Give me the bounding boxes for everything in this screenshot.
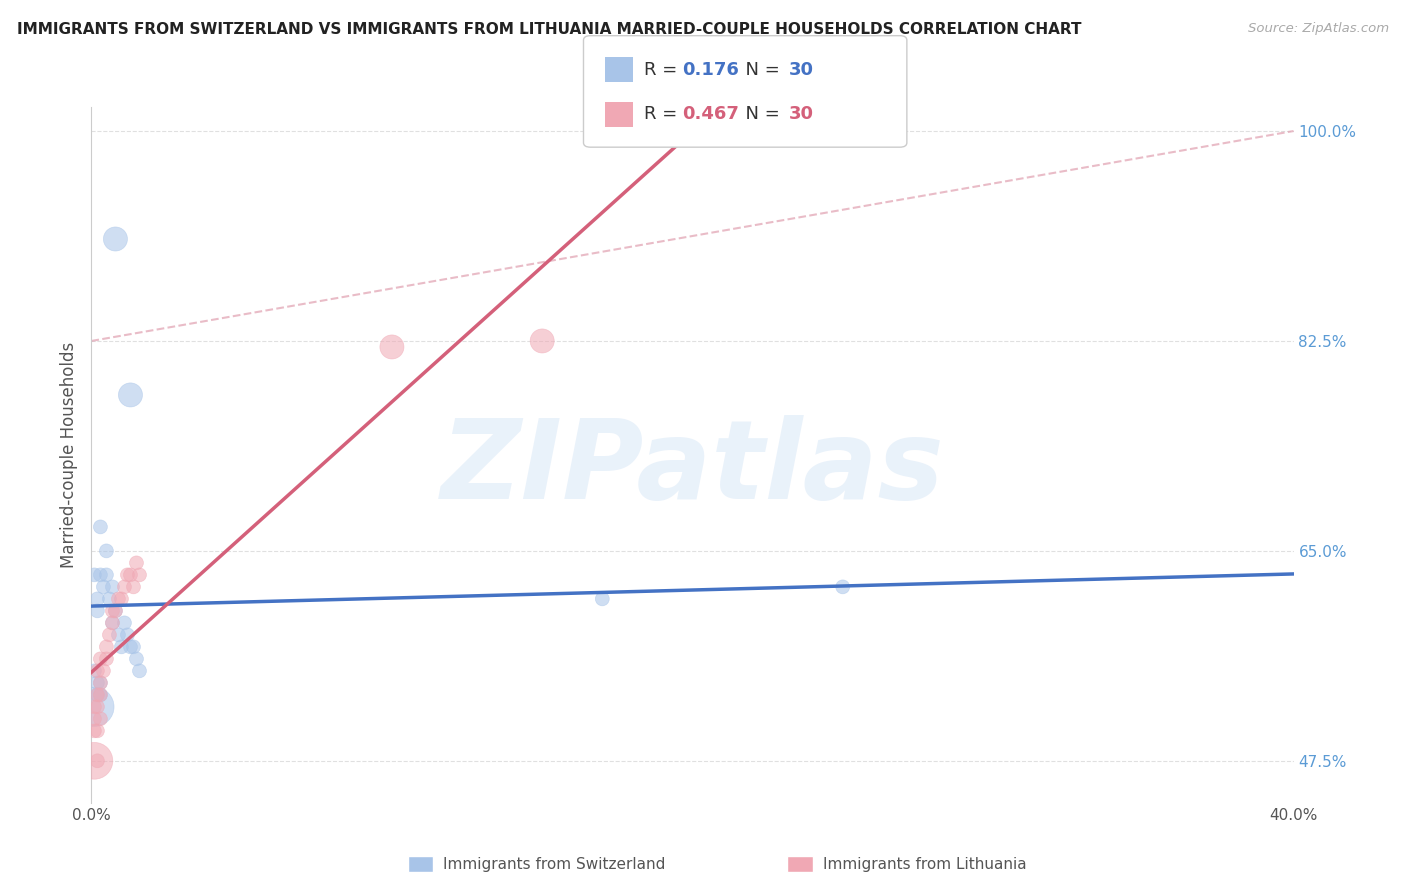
- Point: [104, 604, 127, 618]
- Point: [89, 676, 111, 690]
- Point: [128, 567, 150, 582]
- Text: 30: 30: [789, 61, 814, 78]
- Point: [120, 388, 142, 402]
- Text: R =: R =: [644, 105, 683, 123]
- Point: [110, 640, 132, 654]
- Text: N =: N =: [734, 61, 786, 78]
- Point: [89, 688, 111, 702]
- Point: [101, 604, 124, 618]
- Point: [101, 615, 124, 630]
- Point: [117, 628, 139, 642]
- Text: 0.176: 0.176: [682, 61, 738, 78]
- Point: [114, 615, 136, 630]
- Point: [96, 652, 118, 666]
- Point: [122, 580, 145, 594]
- Point: [86, 591, 108, 606]
- Point: [86, 723, 108, 738]
- Point: [83, 664, 105, 678]
- Text: IMMIGRANTS FROM SWITZERLAND VS IMMIGRANTS FROM LITHUANIA MARRIED-COUPLE HOUSEHOL: IMMIGRANTS FROM SWITZERLAND VS IMMIGRANT…: [17, 22, 1081, 37]
- Point: [101, 615, 124, 630]
- Point: [104, 604, 127, 618]
- Point: [120, 567, 142, 582]
- Point: [83, 567, 105, 582]
- Point: [83, 712, 105, 726]
- Point: [107, 628, 129, 642]
- Point: [89, 520, 111, 534]
- Point: [86, 688, 108, 702]
- Point: [114, 580, 136, 594]
- Point: [125, 556, 148, 570]
- Point: [89, 567, 111, 582]
- Point: [591, 591, 613, 606]
- Point: [86, 688, 108, 702]
- Point: [110, 591, 132, 606]
- Point: [86, 664, 108, 678]
- Text: N =: N =: [734, 105, 786, 123]
- Point: [83, 699, 105, 714]
- Point: [98, 628, 121, 642]
- Point: [89, 652, 111, 666]
- Text: 30: 30: [789, 105, 814, 123]
- Point: [531, 334, 554, 348]
- Point: [96, 640, 118, 654]
- Point: [83, 723, 105, 738]
- Point: [96, 567, 118, 582]
- Point: [93, 580, 115, 594]
- Point: [89, 688, 111, 702]
- Text: R =: R =: [644, 61, 683, 78]
- Point: [96, 544, 118, 558]
- Point: [86, 754, 108, 768]
- Text: Immigrants from Switzerland: Immigrants from Switzerland: [443, 857, 665, 871]
- Y-axis label: Married-couple Households: Married-couple Households: [59, 342, 77, 568]
- Point: [86, 604, 108, 618]
- Text: 0.467: 0.467: [682, 105, 738, 123]
- Point: [83, 754, 105, 768]
- Text: Source: ZipAtlas.com: Source: ZipAtlas.com: [1249, 22, 1389, 36]
- Point: [831, 580, 853, 594]
- Point: [104, 232, 127, 246]
- Point: [107, 591, 129, 606]
- Point: [101, 580, 124, 594]
- Text: Immigrants from Lithuania: Immigrants from Lithuania: [823, 857, 1026, 871]
- Point: [83, 699, 105, 714]
- Point: [120, 640, 142, 654]
- Point: [89, 712, 111, 726]
- Point: [381, 340, 404, 354]
- Point: [98, 591, 121, 606]
- Point: [128, 664, 150, 678]
- Point: [125, 652, 148, 666]
- Point: [117, 567, 139, 582]
- Point: [122, 640, 145, 654]
- Point: [86, 676, 108, 690]
- Text: ZIPatlas: ZIPatlas: [440, 416, 945, 523]
- Point: [89, 676, 111, 690]
- Point: [86, 699, 108, 714]
- Point: [93, 664, 115, 678]
